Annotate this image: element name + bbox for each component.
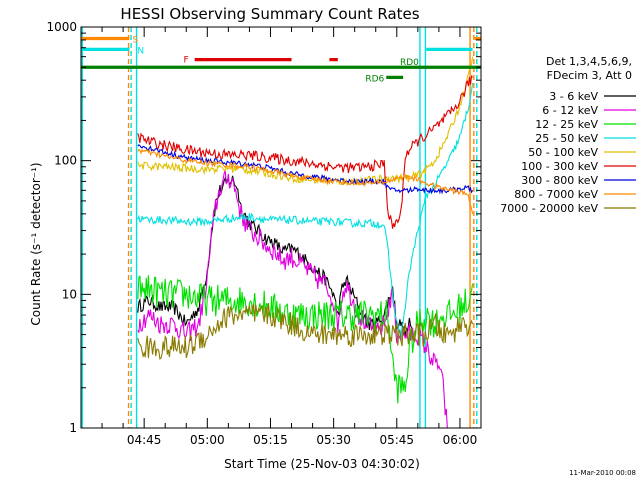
x-tick-label: 04:45 [127,433,162,447]
flag-label: RD6 [365,74,384,84]
legend-label: 12 - 25 keV [535,118,598,131]
plot-content [81,27,481,428]
y-tick-label: 1000 [46,20,77,34]
legend-header: Det 1,3,4,5,6,9, [546,55,632,68]
legend-label: 100 - 300 keV [521,160,598,173]
legend-header: FDecim 3, Att 0 [547,69,632,82]
flag-label: F [183,56,188,66]
series-line [137,170,448,428]
footer-timestamp: 11-Mar-2010 00:08 [569,469,636,477]
series-line [137,74,474,229]
legend-label: 7000 - 20000 keV [500,202,598,215]
flag-label: N [137,46,144,56]
legend-label: 50 - 100 keV [528,146,598,159]
plot-area [81,27,481,428]
y-tick-label: 10 [62,287,77,301]
legend-label: 25 - 50 keV [535,132,598,145]
legend: Det 1,3,4,5,6,9,FDecim 3, Att 0 3 - 6 keV… [500,55,636,215]
x-axis-label: Start Time (25-Nov-03 04:30:02) [224,457,420,471]
plot-frame [80,26,482,429]
x-tick-label: 05:45 [379,433,414,447]
x-tick-label: 05:30 [316,433,351,447]
chart-title: HESSI Observing Summary Count Rates [120,5,419,23]
legend-label: 300 - 800 keV [521,174,598,187]
series-line [137,302,474,360]
legend-label: 3 - 6 keV [549,90,598,103]
y-tick-label: 100 [54,154,77,168]
legend-label: 6 - 12 keV [542,104,598,117]
x-tick-label: 05:15 [253,433,288,447]
y-tick-label: 1 [69,421,77,435]
y-axis-label: Count Rate (s⁻¹ detector⁻¹) [29,162,43,325]
x-tick-label: 05:00 [190,433,225,447]
axes: SN F RD0 RD6 1 10 100 1000 04:45 05:00 05:15 05:30 0… [46,20,482,447]
flag-label: S [132,36,138,46]
x-tick-label: 06:00 [443,433,478,447]
legend-label: 800 - 7000 keV [514,188,598,201]
series-line [137,83,474,339]
series-line [137,148,474,215]
series-line [137,275,474,404]
flag-label: RD0 [400,58,419,68]
